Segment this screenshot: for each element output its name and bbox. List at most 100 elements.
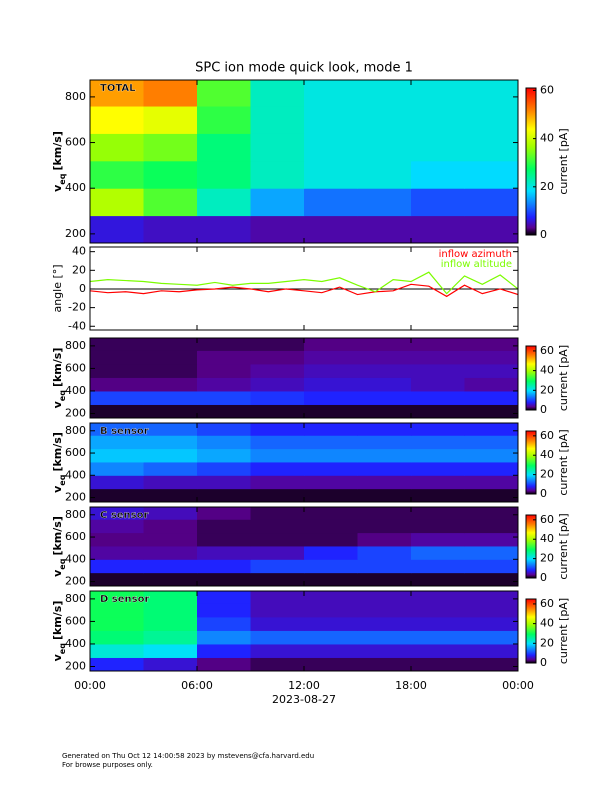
y-axis-label-sub: eq (58, 643, 67, 654)
heatmap-cell (411, 133, 465, 162)
heatmap-cell (411, 404, 465, 418)
heatmap-cell (304, 350, 358, 365)
heatmap-cell (357, 160, 412, 189)
colorbar-tick-label: 0 (540, 487, 547, 500)
heatmap-cell (250, 435, 305, 450)
heatmap-cell (90, 603, 144, 618)
heatmap-cell (464, 461, 518, 476)
heatmap-cell (143, 488, 198, 502)
heatmap-cell (464, 657, 518, 671)
heatmap-cell (90, 545, 144, 560)
y-tick-label: 20 (72, 263, 86, 276)
heatmap-cell (304, 643, 358, 658)
y-axis-label-sub: eq (58, 173, 67, 184)
heatmap-cell (304, 603, 358, 618)
colorbar-tick-label: 0 (540, 571, 547, 584)
heatmap-cell (357, 657, 412, 671)
heatmap-cell (250, 133, 305, 162)
colorbar-tick-label: 60 (540, 513, 554, 526)
y-axis-label: veq [km/s] (51, 432, 67, 493)
heatmap-cell (304, 363, 358, 378)
heatmap-cell (90, 363, 144, 378)
heatmap-cell (250, 657, 305, 671)
colorbar-tick-label: 40 (540, 448, 554, 461)
heatmap-cell (250, 423, 305, 436)
heatmap-cell (143, 559, 198, 574)
heatmap-cell (411, 532, 465, 547)
heatmap-cell (304, 507, 358, 520)
heatmap-cell (464, 404, 518, 418)
heatmap-cell (464, 133, 518, 162)
heatmap-cell (464, 390, 518, 405)
heatmap-cell (357, 545, 412, 560)
heatmap-cell (250, 572, 305, 586)
heatmap-cell (197, 160, 251, 189)
heatmap-cell (357, 215, 412, 243)
heatmap-cell (357, 616, 412, 631)
plot-area (90, 591, 518, 671)
heatmap-cell (250, 188, 305, 217)
heatmap-cell (357, 488, 412, 502)
heatmap-cell (304, 572, 358, 586)
plot-area (90, 423, 518, 502)
heatmap-cell (304, 519, 358, 534)
heatmap-cell (304, 133, 358, 162)
panel-label: TOTAL (100, 83, 136, 94)
heatmap-cell (464, 545, 518, 560)
heatmap-cell (250, 591, 305, 604)
heatmap-cell (464, 532, 518, 547)
y-axis-label-sub: eq (58, 474, 67, 485)
heatmap-cell (411, 80, 465, 107)
heatmap-cell (304, 461, 358, 476)
heatmap-cell (90, 133, 144, 162)
heatmap-cell (197, 188, 251, 217)
heatmap-cell (464, 363, 518, 378)
heatmap-cell (90, 390, 144, 405)
heatmap-cell (143, 572, 198, 586)
y-axis-label-main: v (51, 569, 64, 577)
heatmap-cell (197, 80, 251, 107)
heatmap-cell (304, 657, 358, 671)
colorbar-tick-label: 20 (540, 383, 554, 396)
heatmap-cell (143, 461, 198, 476)
heatmap-cell (304, 475, 358, 490)
heatmap-cell (90, 475, 144, 490)
colorbar-tick-label: 60 (540, 429, 554, 442)
heatmap-cell (304, 435, 358, 450)
heatmap-cell (250, 80, 305, 107)
y-tick-label: 0 (79, 282, 86, 295)
heatmap-cell (464, 488, 518, 502)
heatmap-cell (250, 215, 305, 243)
heatmap-cell (143, 591, 198, 604)
heatmap-cell (411, 545, 465, 560)
heatmap-cell (357, 404, 412, 418)
heatmap-cell (357, 643, 412, 658)
heatmap-cell (143, 630, 198, 645)
panel-label: D sensor (100, 594, 149, 605)
heatmap-cell (464, 106, 518, 134)
heatmap-cell (411, 461, 465, 476)
heatmap-cell (411, 390, 465, 405)
heatmap-cell (357, 188, 412, 217)
heatmap-cell (90, 630, 144, 645)
y-tick-label: 200 (65, 659, 86, 672)
heatmap-cell (357, 572, 412, 586)
heatmap-cell (143, 390, 198, 405)
heatmap-cell (411, 423, 465, 436)
heatmap-cell (250, 507, 305, 520)
heatmap-cell (464, 559, 518, 574)
y-tick-label: 200 (65, 575, 86, 588)
chart-title: SPC ion mode quick look, mode 1 (195, 61, 413, 76)
heatmap-cell (411, 475, 465, 490)
y-tick-label: 200 (65, 406, 86, 419)
heatmap-cell (143, 507, 198, 520)
x-tick-label: 00:00 (502, 679, 534, 692)
heatmap-cell (90, 188, 144, 217)
heatmap-cell (464, 435, 518, 450)
y-tick-label: 200 (65, 227, 86, 240)
heatmap-cell (143, 519, 198, 534)
heatmap-cell (90, 80, 144, 107)
heatmap-cell (197, 643, 251, 658)
colorbar-tick-label: 40 (540, 617, 554, 630)
